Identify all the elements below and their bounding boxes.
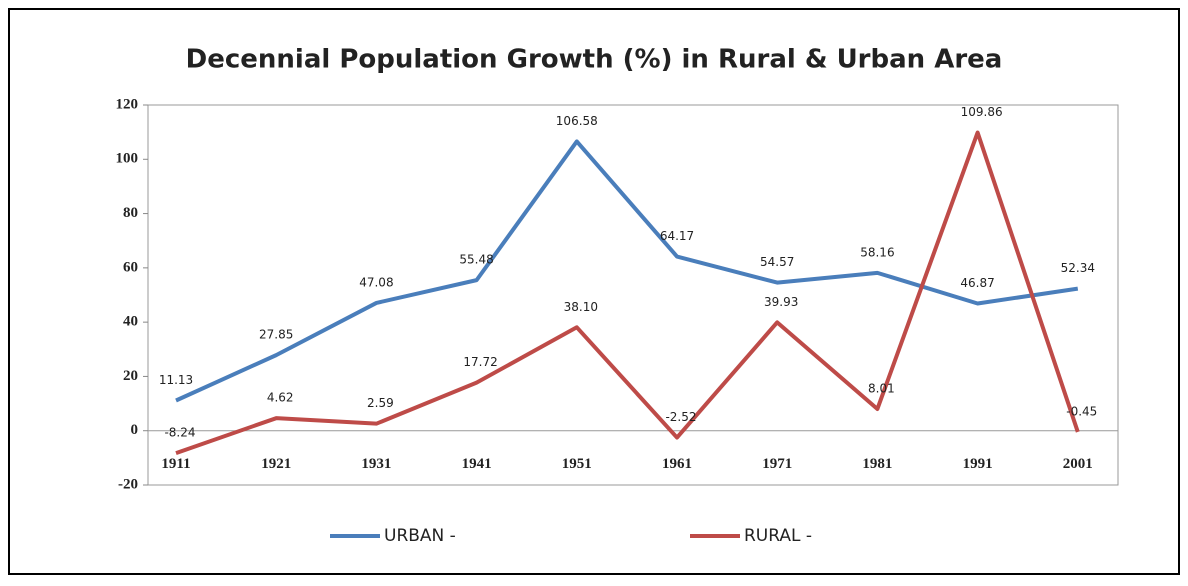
value-label: 55.48 [459,253,493,267]
value-label: 46.87 [960,276,994,290]
value-label: 11.13 [159,373,193,387]
value-label: 64.17 [660,229,694,243]
legend-label: URBAN - [384,526,456,546]
value-label: 38.10 [564,300,598,314]
value-label: 39.93 [764,295,798,309]
x-tick-label: 1931 [361,456,391,472]
value-label: 17.72 [463,355,497,369]
x-tick-label: 2001 [1063,456,1093,472]
chart-title: Decennial Population Growth (%) in Rural… [186,45,1003,75]
value-label: 52.34 [1061,261,1095,275]
series-line [175,130,1080,455]
y-tick-label: 20 [123,368,138,384]
value-label: -8.24 [164,426,195,440]
y-tick-label: 40 [123,314,138,330]
y-tick-label: 0 [131,422,139,438]
x-tick-label: 1981 [862,456,892,472]
legend-label: RURAL - [744,526,812,546]
x-tick-label: 1951 [562,456,592,472]
value-label: 58.16 [860,245,894,259]
x-tick-label: 1991 [963,456,993,472]
x-tick-label: 1911 [161,456,190,472]
x-tick-label: 1921 [261,456,291,472]
y-tick-label: 100 [116,151,139,167]
y-tick-label: 120 [116,96,139,112]
plot-area [147,104,1119,486]
value-label: 109.86 [961,105,1003,119]
value-label: 54.57 [760,255,794,269]
value-label: 27.85 [259,328,293,342]
value-label: -0.45 [1066,404,1097,418]
y-tick-label: 60 [123,259,138,275]
series-line [175,139,1079,403]
frame [8,8,1180,575]
value-label: 8.01 [868,381,895,395]
value-label: 106.58 [556,114,598,128]
value-label: -2.52 [665,410,696,424]
y-tick-label: 80 [123,205,138,221]
y-tick-label: -20 [118,476,138,492]
value-label: 4.62 [267,391,294,405]
x-tick-label: 1941 [462,456,492,472]
x-tick-label: 1971 [762,456,792,472]
value-label: 2.59 [367,396,394,410]
value-label: 47.08 [359,275,393,289]
x-tick-label: 1961 [662,456,692,472]
